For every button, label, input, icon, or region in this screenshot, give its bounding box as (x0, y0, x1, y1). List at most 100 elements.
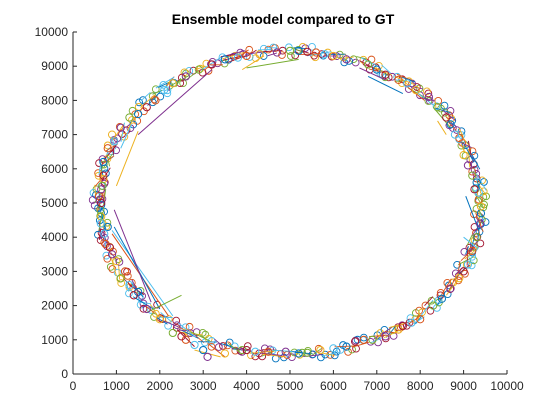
data-point (220, 55, 229, 64)
y-tick-label: 8000 (41, 93, 68, 107)
outlier-segment (246, 58, 299, 69)
x-tick-label: 6000 (320, 379, 347, 393)
trajectory-segment (158, 82, 168, 88)
data-point (155, 315, 164, 324)
trajectory-marker (103, 254, 112, 263)
trajectory-segment (175, 78, 182, 88)
trajectory-segment (474, 193, 485, 209)
trajectory-segment (467, 238, 480, 255)
trajectory-segment (140, 94, 156, 108)
trajectory-segment (214, 338, 224, 347)
data-point (446, 284, 455, 293)
trajectory-marker (421, 301, 430, 310)
data-point (470, 185, 479, 194)
trajectory-marker (278, 51, 286, 59)
y-tick-label: 6000 (41, 162, 68, 176)
x-tick-label: 8000 (407, 379, 434, 393)
x-tick-label: 2000 (146, 379, 173, 393)
data-point (142, 103, 151, 112)
trajectory-marker (424, 97, 433, 105)
trajectory-segment (160, 312, 173, 323)
data-point (238, 345, 247, 355)
data-point (129, 291, 138, 300)
trajectory-segment (424, 296, 434, 306)
trajectory-segment (155, 76, 175, 89)
data-point (433, 103, 442, 112)
trajectory-marker (219, 342, 227, 350)
data-point (168, 79, 177, 88)
data-point (294, 349, 303, 358)
data-point (311, 48, 321, 57)
trajectory-segment (98, 228, 102, 241)
trajectory-marker (123, 272, 132, 280)
trajectory-segment (118, 265, 121, 280)
trajectory-segment (123, 278, 133, 288)
data-point (359, 335, 368, 344)
data-point (99, 171, 108, 180)
trajectory-marker (461, 269, 469, 278)
trajectory-segment (476, 179, 481, 190)
data-point (110, 137, 119, 146)
trajectory-segment (100, 164, 104, 174)
trajectory-segment (475, 212, 484, 232)
outlier-segment (207, 342, 226, 358)
trajectory-marker (214, 343, 223, 351)
trajectory-segment (298, 52, 321, 56)
trajectory-marker (423, 87, 431, 96)
trajectory-marker (398, 75, 407, 84)
data-point (303, 47, 312, 56)
data-point (242, 51, 251, 61)
trajectory-marker (468, 147, 477, 156)
data-point (437, 294, 446, 303)
trajectory-segment (156, 317, 168, 325)
trajectory-segment (249, 350, 275, 354)
data-point (424, 92, 433, 102)
trajectory-segment (458, 256, 474, 266)
data-point (95, 195, 105, 204)
trajectory-marker (309, 350, 317, 359)
data-point (177, 332, 186, 341)
trajectory-segment (466, 234, 473, 246)
trajectory-marker (135, 98, 144, 107)
data-point (116, 274, 125, 283)
trajectory-marker (469, 256, 478, 265)
trajectory-segment (200, 56, 222, 71)
trajectory-marker (314, 344, 323, 353)
trajectory-segment (419, 96, 436, 102)
trajectory-segment (448, 276, 457, 292)
data-point (199, 345, 208, 355)
data-point (398, 322, 407, 331)
data-point (203, 352, 212, 361)
data-point (372, 65, 381, 74)
trajectory-segment (458, 127, 464, 137)
data-point (320, 50, 329, 59)
data-point (459, 267, 468, 276)
trajectory-segment (98, 213, 103, 231)
data-point (429, 301, 438, 310)
trajectory-marker (139, 96, 147, 104)
trajectory-segment (464, 144, 475, 163)
trajectory-segment (338, 56, 354, 60)
x-tick-label: 1000 (103, 379, 130, 393)
trajectory-marker (125, 289, 133, 298)
outlier-segment (437, 120, 447, 135)
y-tick-label: 5000 (41, 196, 68, 210)
data-point (272, 48, 282, 57)
outlier-segment (120, 124, 133, 149)
trajectory-marker (406, 314, 415, 322)
outlier-segment (176, 329, 195, 347)
trajectory-segment (460, 246, 476, 262)
data-point (160, 86, 169, 95)
trajectory-segment (245, 51, 262, 55)
trajectory-marker (95, 159, 103, 167)
y-tick-label: 0 (61, 367, 68, 381)
trajectory-marker (482, 192, 490, 201)
data-point (476, 202, 486, 211)
x-tick-label: 5000 (277, 379, 304, 393)
trajectory-segment (101, 155, 115, 165)
trajectory-segment (195, 65, 206, 70)
trajectory-marker (287, 52, 295, 60)
trajectory-segment (388, 322, 407, 329)
trajectory-marker (159, 81, 168, 89)
trajectory-segment (373, 331, 383, 344)
